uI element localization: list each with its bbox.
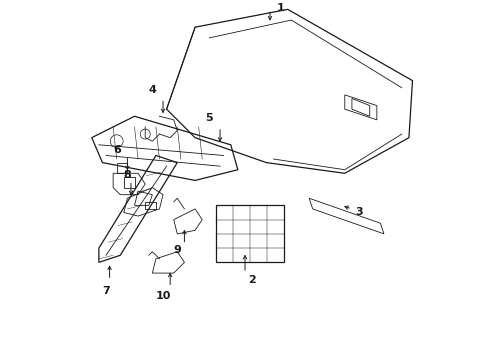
Text: 7: 7 bbox=[102, 286, 110, 296]
Text: 2: 2 bbox=[248, 275, 256, 285]
Text: 10: 10 bbox=[155, 291, 171, 301]
Text: 3: 3 bbox=[355, 207, 363, 217]
Text: 6: 6 bbox=[113, 145, 121, 155]
Text: 9: 9 bbox=[173, 245, 181, 255]
Text: 5: 5 bbox=[205, 113, 213, 123]
Text: 8: 8 bbox=[123, 170, 131, 180]
Text: 1: 1 bbox=[277, 3, 285, 13]
Text: 4: 4 bbox=[148, 85, 156, 95]
